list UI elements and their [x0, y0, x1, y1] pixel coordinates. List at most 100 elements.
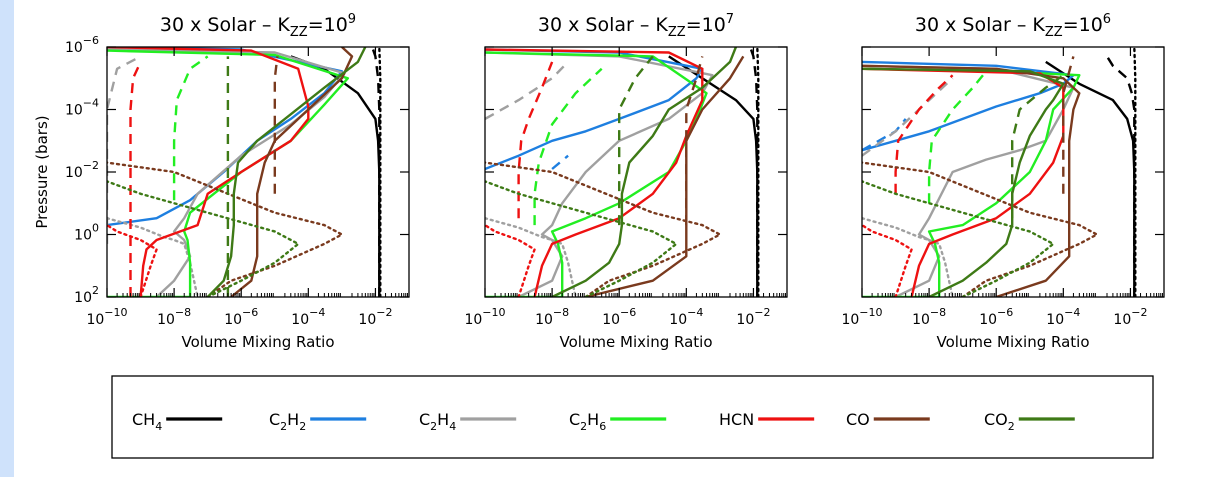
title-subscript: ZZ	[290, 25, 308, 40]
legend-label: HCN	[719, 410, 754, 429]
x-tick-label: 10−4	[669, 306, 703, 328]
x-tick-exponent: −4	[687, 306, 703, 319]
x-tick-label: 10−8	[912, 306, 946, 328]
series-line-co-dotted	[485, 161, 722, 297]
legend-label-base: C	[269, 410, 280, 429]
series-line-co-dotted	[107, 161, 344, 297]
chart-panel-1: 10−10 10−8 10−6 10−4 10−210−610−410−21001023…	[33, 12, 410, 351]
legend-entry-co2: CO2	[984, 410, 1075, 433]
x-tick-label: 10−10	[86, 306, 127, 328]
x-tick-label: 10−8	[535, 306, 569, 328]
series-line-hcn-dotted	[862, 223, 913, 297]
x-tick-exponent: −8	[175, 306, 191, 319]
legend-label-subscript: 4	[155, 420, 162, 433]
legend-label-base: CO	[846, 410, 870, 429]
y-tick-label: 102	[74, 284, 99, 306]
legend-label-subscript2: 4	[449, 420, 456, 433]
legend-label-mid: H	[287, 410, 299, 429]
title-exponent: 6	[1103, 12, 1111, 27]
series-line-c2h2-solid	[107, 47, 344, 227]
series-line-c2h4-dashed	[107, 55, 142, 244]
title-exponent: 7	[726, 12, 734, 27]
y-tick-base: 10	[74, 290, 92, 306]
y-tick-base: 10	[65, 165, 83, 181]
y-tick-exponent: −6	[83, 34, 99, 47]
x-tick-base: 10	[224, 312, 242, 328]
y-tick-label: 100	[74, 222, 99, 244]
x-tick-exponent: −6	[997, 306, 1013, 319]
legend-label-subscript2: 6	[599, 420, 606, 433]
legend-entry-c2h4: C2H4	[419, 410, 517, 433]
title-subscript: ZZ	[1045, 25, 1063, 40]
series-line-c2h6-dashed	[172, 55, 209, 201]
x-tick-base: 10	[1046, 312, 1064, 328]
series-line-co-dashed	[1062, 56, 1075, 194]
series-line-c2h6-dashed	[927, 70, 988, 204]
y-tick-exponent: −2	[83, 159, 99, 172]
series-line-hcn-dashed	[894, 74, 954, 194]
legend-label-base: CH	[132, 410, 155, 429]
x-tick-exponent: −10	[482, 306, 505, 319]
figure-svg: 10−10 10−8 10−6 10−4 10−210−610−410−21001023…	[33, 12, 1165, 459]
x-tick-base: 10	[669, 312, 687, 328]
series-line-co2-dashed	[618, 55, 654, 226]
x-tick-label: 10−4	[1046, 306, 1080, 328]
series-line-c2h4-dashed	[485, 61, 569, 120]
legend-label-base: HCN	[719, 410, 754, 429]
x-tick-label: 10−2	[736, 306, 770, 328]
title-main: 30 x Solar – K	[160, 14, 290, 36]
series-line-ch4-dotted	[1133, 47, 1137, 297]
series-line-co-dotted	[862, 161, 1099, 297]
series-line-co-dashed	[273, 56, 279, 194]
legend-entry-hcn: HCN	[719, 410, 815, 429]
x-tick-exponent: −8	[553, 306, 569, 319]
legend-label: CH4	[132, 410, 162, 433]
series-line-hcn-dashed	[129, 61, 142, 297]
series-line-c2h2-dashed	[862, 118, 907, 152]
legend-label-base: CO	[984, 410, 1008, 429]
x-tick-base: 10	[979, 312, 997, 328]
series-line-c2h4-dotted	[485, 217, 577, 297]
x-tick-label: 10−6	[224, 306, 258, 328]
x-tick-base: 10	[358, 312, 376, 328]
legend-box	[111, 375, 1154, 459]
x-tick-label: 10−6	[979, 306, 1013, 328]
x-tick-label: 10−8	[157, 306, 191, 328]
panel-title: 30 x Solar – KZZ=107	[538, 12, 734, 40]
legend-entry-c2h6: C2H6	[569, 410, 667, 433]
figure-canvas: 10−10 10−8 10−6 10−4 10−2 10−6 10−4 10−2 100 102 3…	[14, 0, 1211, 477]
series-line-ch4-solid	[1045, 60, 1136, 297]
y-axis-label: Pressure (bars)	[33, 115, 51, 228]
x-tick-exponent: −10	[859, 306, 882, 319]
y-tick-base: 10	[74, 228, 92, 244]
x-tick-base: 10	[602, 312, 620, 328]
series-line-ch4-dashed	[749, 47, 759, 297]
series-line-hcn-solid	[862, 67, 1065, 297]
series-line-c2h4-solid	[862, 64, 1075, 297]
series-line-ch4-dashed	[371, 47, 381, 297]
x-tick-exponent: −8	[930, 306, 946, 319]
series-line-hcn-solid	[485, 48, 704, 297]
legend: CH4 C2H2 C2H4 C2H6 HCN CO CO2	[111, 375, 1154, 459]
series-group	[485, 47, 760, 297]
x-tick-exponent: −4	[1064, 306, 1080, 319]
x-axis-label: Volume Mixing Ratio	[181, 333, 334, 351]
title-exponent: 9	[348, 12, 356, 27]
x-tick-base: 10	[291, 312, 309, 328]
plot-frame	[484, 46, 788, 298]
x-tick-exponent: −2	[754, 306, 770, 319]
legend-label: C2H4	[419, 410, 456, 433]
legend-label-subscript: 2	[1008, 420, 1015, 433]
series-line-co2-solid	[206, 47, 367, 297]
x-tick-label: 10−6	[602, 306, 636, 328]
x-tick-exponent: −10	[104, 306, 127, 319]
y-tick-label: 10−6	[65, 34, 99, 56]
title-main: 30 x Solar – K	[538, 14, 668, 36]
series-line-ch4-dotted	[756, 47, 760, 297]
legend-label-subscript: 2	[280, 420, 287, 433]
series-line-c2h2-dashed	[551, 154, 569, 170]
x-tick-base: 10	[912, 312, 930, 328]
title-main: 30 x Solar – K	[915, 14, 1045, 36]
series-line-c2h4-dashed	[862, 77, 954, 157]
y-tick-exponent: 2	[92, 284, 99, 297]
